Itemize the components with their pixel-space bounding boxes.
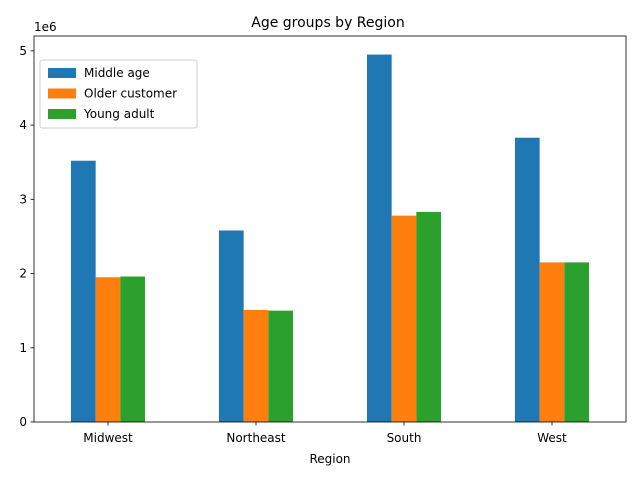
bar-middle-age-northeast [218, 230, 244, 422]
legend-swatch [48, 109, 76, 119]
legend-swatch [48, 88, 76, 99]
bar-older-customer-midwest [95, 277, 121, 422]
bar-middle-age-west [514, 137, 540, 422]
legend-label: Older customer [84, 87, 177, 101]
y-tick-label: 0 [19, 415, 27, 429]
y-tick-label: 2 [19, 267, 27, 281]
bars-group [70, 54, 590, 423]
y-tick-label: 3 [19, 192, 27, 206]
legend-label: Middle age [84, 66, 150, 80]
bar-young-adult-west [564, 262, 590, 422]
x-tick-label: Northeast [226, 431, 286, 445]
legend-label: Young adult [83, 107, 155, 121]
x-axis-title: Region [309, 452, 350, 466]
y-tick-label: 5 [19, 44, 27, 58]
legend: Middle age Older customer Young adult [39, 59, 198, 129]
bar-older-customer-northeast [243, 309, 269, 422]
x-tick-label: South [387, 431, 422, 445]
legend-swatch [48, 68, 76, 78]
legend-box [39, 59, 198, 129]
bar-middle-age-midwest [70, 160, 96, 422]
y-axis-offset-label: 1e6 [34, 20, 57, 34]
plot-frame [33, 35, 627, 423]
bar-middle-age-south [366, 54, 392, 423]
bar-older-customer-south [391, 215, 417, 422]
bar-young-adult-northeast [268, 310, 294, 422]
x-tick-label: Midwest [83, 431, 133, 445]
y-tick-label: 1 [19, 341, 27, 355]
x-tick-label: West [537, 431, 567, 445]
y-tick-label: 4 [19, 118, 27, 132]
bar-young-adult-south [416, 211, 442, 422]
bar-older-customer-west [539, 262, 565, 422]
axes-group: 0 1 2 3 4 5 Midwest Northeast South West [19, 35, 627, 445]
bar-young-adult-midwest [120, 276, 146, 422]
chart-title: Age groups by Region [251, 15, 404, 31]
